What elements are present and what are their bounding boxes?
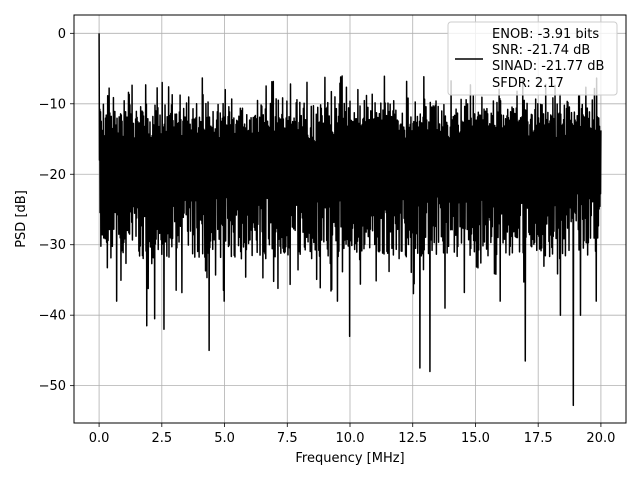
legend-sfdr: SFDR: 2.17	[492, 76, 564, 91]
ticks: 0.0 2.5 5.0 7.5 10.0 12.5 15.0 17.5 20.0 0 −10 −20 −…	[39, 27, 616, 446]
legend-sinad: SINAD: -21.77 dB	[492, 59, 604, 74]
y-tick-label: 0	[58, 27, 66, 42]
y-tick-label: −20	[39, 168, 66, 183]
x-tick-label: 5.0	[214, 431, 235, 446]
x-tick-label: 2.5	[151, 431, 172, 446]
y-tick-label: −50	[39, 379, 66, 394]
x-tick-label: 7.5	[277, 431, 298, 446]
x-tick-label: 0.0	[89, 431, 110, 446]
x-tick-label: 10.0	[336, 431, 365, 446]
x-tick-label: 20.0	[586, 431, 615, 446]
y-axis-label: PSD [dB]	[14, 190, 29, 248]
x-tick-label: 15.0	[461, 431, 490, 446]
x-tick-label: 17.5	[524, 431, 553, 446]
legend: ENOB: -3.91 bits SNR: -21.74 dB SINAD: -…	[447, 21, 618, 96]
x-tick-label: 12.5	[398, 431, 427, 446]
psd-series-line	[98, 33, 602, 407]
x-axis-label: Frequency [MHz]	[295, 451, 404, 466]
data-layer	[98, 33, 602, 407]
legend-enob: ENOB: -3.91 bits	[492, 27, 599, 42]
legend-box	[447, 21, 618, 96]
legend-snr: SNR: -21.74 dB	[492, 43, 590, 58]
y-tick-label: −40	[39, 309, 66, 324]
y-tick-label: −30	[39, 238, 66, 253]
y-tick-label: −10	[39, 97, 66, 112]
